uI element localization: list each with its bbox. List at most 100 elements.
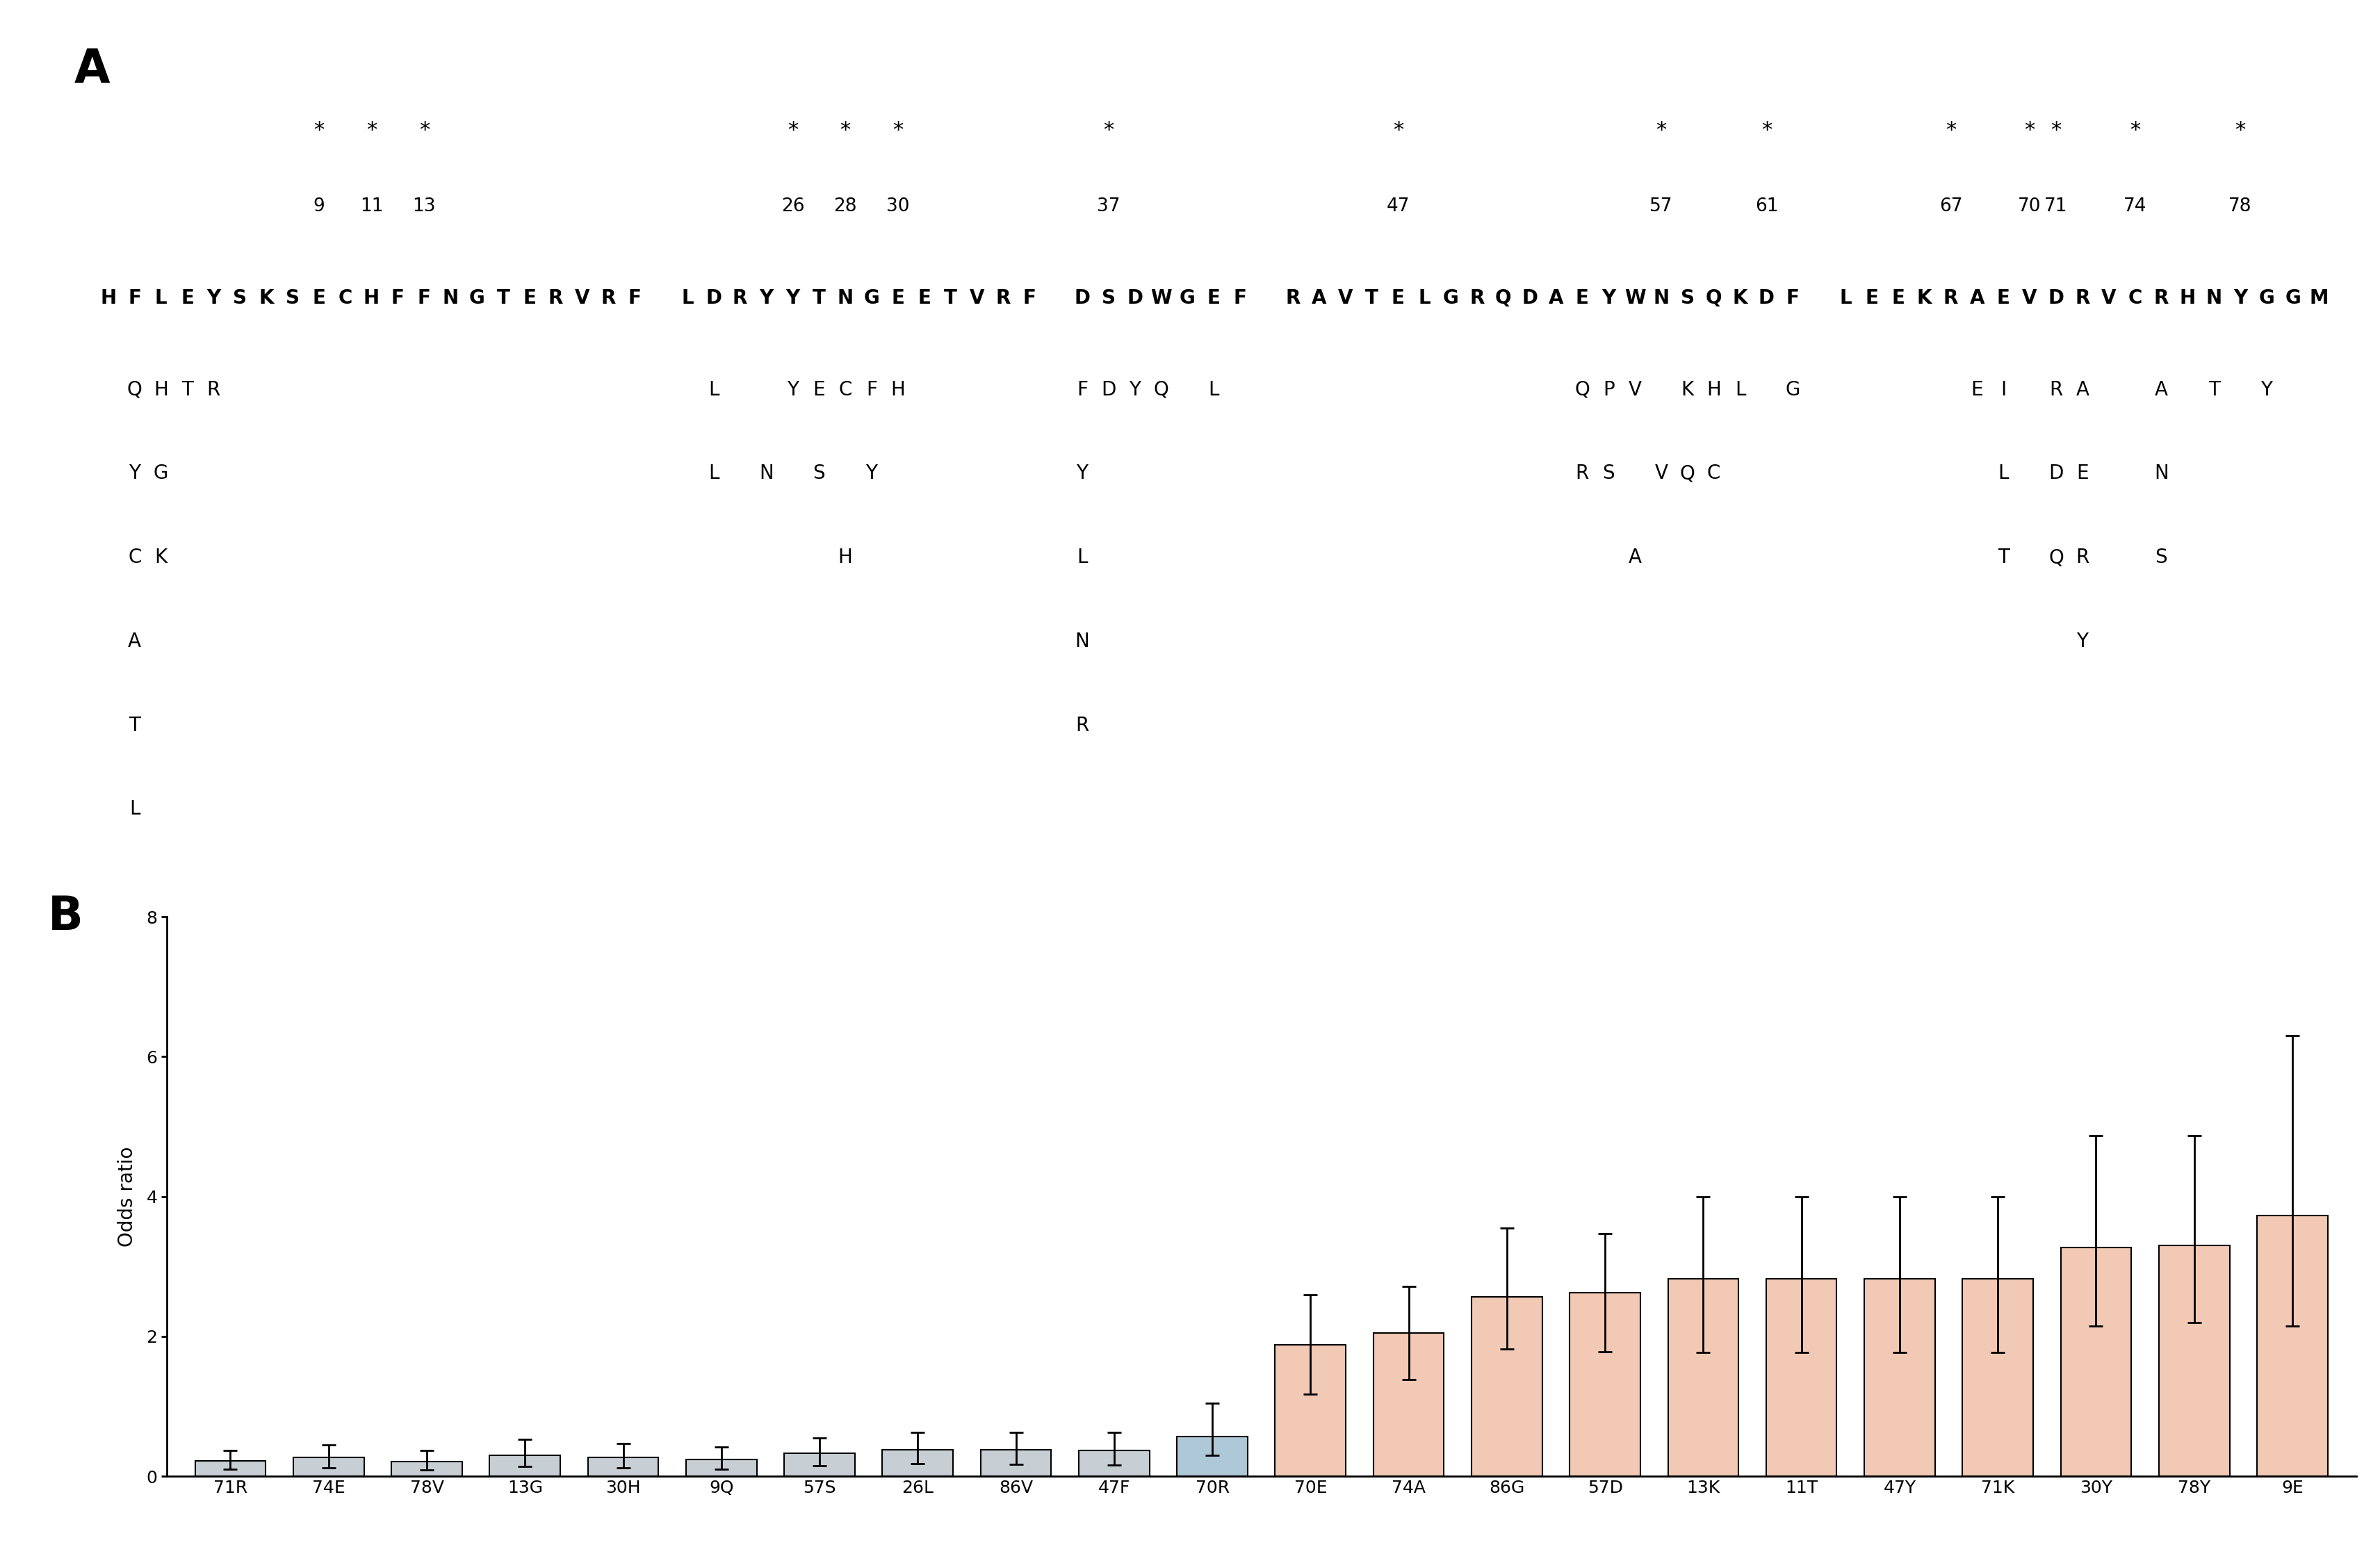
Text: R: R <box>995 289 1012 308</box>
Text: A: A <box>1311 289 1326 308</box>
Text: D: D <box>1759 289 1775 308</box>
Text: V: V <box>1628 379 1642 399</box>
Text: Q: Q <box>1154 379 1169 399</box>
Text: F: F <box>1787 289 1799 308</box>
Bar <box>1078 1450 1150 1476</box>
Text: G: G <box>1785 379 1799 399</box>
Text: D: D <box>1521 289 1537 308</box>
Text: R: R <box>1944 289 1959 308</box>
Bar <box>1471 1296 1542 1476</box>
Text: *: * <box>2130 120 2140 140</box>
Text: Y: Y <box>2261 379 2273 399</box>
Text: G: G <box>155 463 169 483</box>
Text: R: R <box>733 289 747 308</box>
Y-axis label: Odds ratio: Odds ratio <box>117 1147 136 1246</box>
Text: *: * <box>1761 120 1771 140</box>
Text: D: D <box>1102 379 1116 399</box>
Text: *: * <box>1104 120 1114 140</box>
Text: E: E <box>1971 379 1983 399</box>
Text: R: R <box>1468 289 1485 308</box>
Text: B: B <box>48 894 83 940</box>
Text: E: E <box>181 289 193 308</box>
Text: Q: Q <box>1576 379 1590 399</box>
Text: 47: 47 <box>1388 197 1409 216</box>
Bar <box>1178 1436 1247 1476</box>
Text: C: C <box>1706 463 1721 483</box>
Text: C: C <box>2128 289 2142 308</box>
Text: *: * <box>2235 120 2247 140</box>
Text: H: H <box>100 289 117 308</box>
Text: C: C <box>838 379 852 399</box>
Text: K: K <box>259 289 274 308</box>
Text: *: * <box>419 120 428 140</box>
Text: F: F <box>129 289 140 308</box>
Text: T: T <box>1366 289 1378 308</box>
Text: N: N <box>759 463 774 483</box>
Text: E: E <box>892 289 904 308</box>
Text: E: E <box>1997 289 2011 308</box>
Text: *: * <box>840 120 850 140</box>
Bar <box>2256 1215 2328 1476</box>
Text: E: E <box>1576 289 1590 308</box>
Text: L: L <box>1735 379 1745 399</box>
Text: N: N <box>838 289 854 308</box>
Text: 74: 74 <box>2123 197 2147 216</box>
Text: H: H <box>364 289 378 308</box>
Text: N: N <box>2154 463 2168 483</box>
Text: G: G <box>2259 289 2275 308</box>
Text: F: F <box>416 289 431 308</box>
Text: V: V <box>2023 289 2037 308</box>
Text: T: T <box>945 289 957 308</box>
Text: S: S <box>1602 463 1614 483</box>
Text: V: V <box>1338 289 1352 308</box>
Text: E: E <box>1892 289 1904 308</box>
Bar <box>2159 1246 2230 1476</box>
Text: T: T <box>129 715 140 735</box>
Text: D: D <box>2049 289 2063 308</box>
Text: G: G <box>1442 289 1459 308</box>
Text: R: R <box>602 289 616 308</box>
Text: 71: 71 <box>2044 197 2068 216</box>
Text: S: S <box>2156 547 2168 567</box>
Text: T: T <box>812 289 826 308</box>
Text: M: M <box>2309 289 2330 308</box>
Bar <box>1864 1279 1935 1476</box>
Text: R: R <box>1285 289 1299 308</box>
Text: V: V <box>2102 289 2116 308</box>
Text: Y: Y <box>759 289 774 308</box>
Text: *: * <box>367 120 376 140</box>
Text: A: A <box>2075 379 2090 399</box>
Text: F: F <box>866 379 878 399</box>
Text: H: H <box>155 379 169 399</box>
Text: S: S <box>233 289 248 308</box>
Text: R: R <box>547 289 564 308</box>
Text: H: H <box>1706 379 1721 399</box>
Text: S: S <box>814 463 826 483</box>
Text: K: K <box>155 547 167 567</box>
Text: H: H <box>838 547 852 567</box>
Text: L: L <box>1999 463 2009 483</box>
Text: A: A <box>74 47 109 92</box>
Text: K: K <box>1733 289 1747 308</box>
Text: V: V <box>1654 463 1668 483</box>
Text: D: D <box>707 289 721 308</box>
Text: T: T <box>2209 379 2221 399</box>
Text: W: W <box>1150 289 1171 308</box>
Text: *: * <box>788 120 797 140</box>
Text: Y: Y <box>1076 463 1088 483</box>
Bar <box>293 1458 364 1476</box>
Text: I: I <box>2002 379 2006 399</box>
Text: A: A <box>1971 289 1985 308</box>
Text: Y: Y <box>2232 289 2247 308</box>
Text: R: R <box>1576 463 1590 483</box>
Text: S: S <box>1680 289 1695 308</box>
Text: L: L <box>709 379 719 399</box>
Text: D: D <box>2049 463 2063 483</box>
Text: Q: Q <box>1495 289 1511 308</box>
Text: *: * <box>892 120 904 140</box>
Text: N: N <box>443 289 459 308</box>
Bar <box>1668 1279 1740 1476</box>
Text: V: V <box>969 289 985 308</box>
Text: *: * <box>1392 120 1404 140</box>
Text: L: L <box>1209 379 1219 399</box>
